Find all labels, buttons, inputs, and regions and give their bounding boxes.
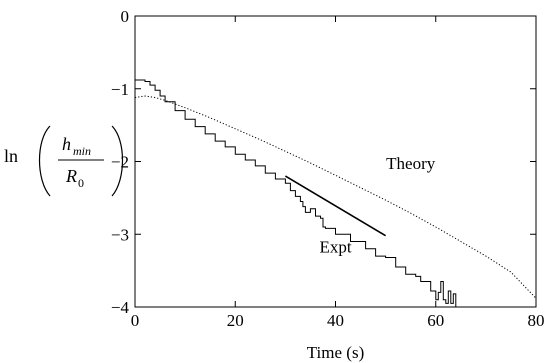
x-tick-label-1: 20 xyxy=(227,311,244,330)
y-tick-labels: 0 −1 −2 −3 −4 xyxy=(111,7,130,317)
y-axis-label-numerator-sub: min xyxy=(73,144,91,158)
y-tick-label-1: −1 xyxy=(111,80,129,99)
x-axis-label: Time (s) xyxy=(307,343,364,362)
x-tick-label-3: 60 xyxy=(427,311,444,330)
x-tick-label-4: 80 xyxy=(528,311,545,330)
tick-marks xyxy=(134,15,537,308)
annotation-0: Theory xyxy=(386,154,436,173)
series-line-1 xyxy=(135,79,457,307)
annotations: Theory Expt xyxy=(319,154,435,257)
x-tick-label-2: 40 xyxy=(327,311,344,330)
plot-frame xyxy=(134,15,537,308)
y-axis-label-left-paren xyxy=(38,125,51,197)
y-tick-label-3: −3 xyxy=(111,225,129,244)
series-line-2 xyxy=(284,175,387,237)
y-tick-label-2: −2 xyxy=(111,153,129,172)
y-axis-label-denominator-sub: 0 xyxy=(78,176,84,190)
series-line-0 xyxy=(134,95,537,299)
y-axis-label-numerator: h xyxy=(62,134,71,154)
y-tick-label-0: 0 xyxy=(121,7,130,26)
y-axis-label-denominator: R xyxy=(65,166,77,186)
x-tick-labels: 0 20 40 60 80 xyxy=(131,311,545,330)
annotation-1: Expt xyxy=(319,237,351,256)
y-axis-label-right-paren xyxy=(111,125,124,197)
y-tick-label-4: −4 xyxy=(111,298,130,317)
y-axis-label-prefix: ln xyxy=(4,146,18,166)
series-group xyxy=(134,79,537,307)
x-tick-label-0: 0 xyxy=(131,311,140,330)
y-axis-label: ln h min R 0 xyxy=(4,125,124,197)
